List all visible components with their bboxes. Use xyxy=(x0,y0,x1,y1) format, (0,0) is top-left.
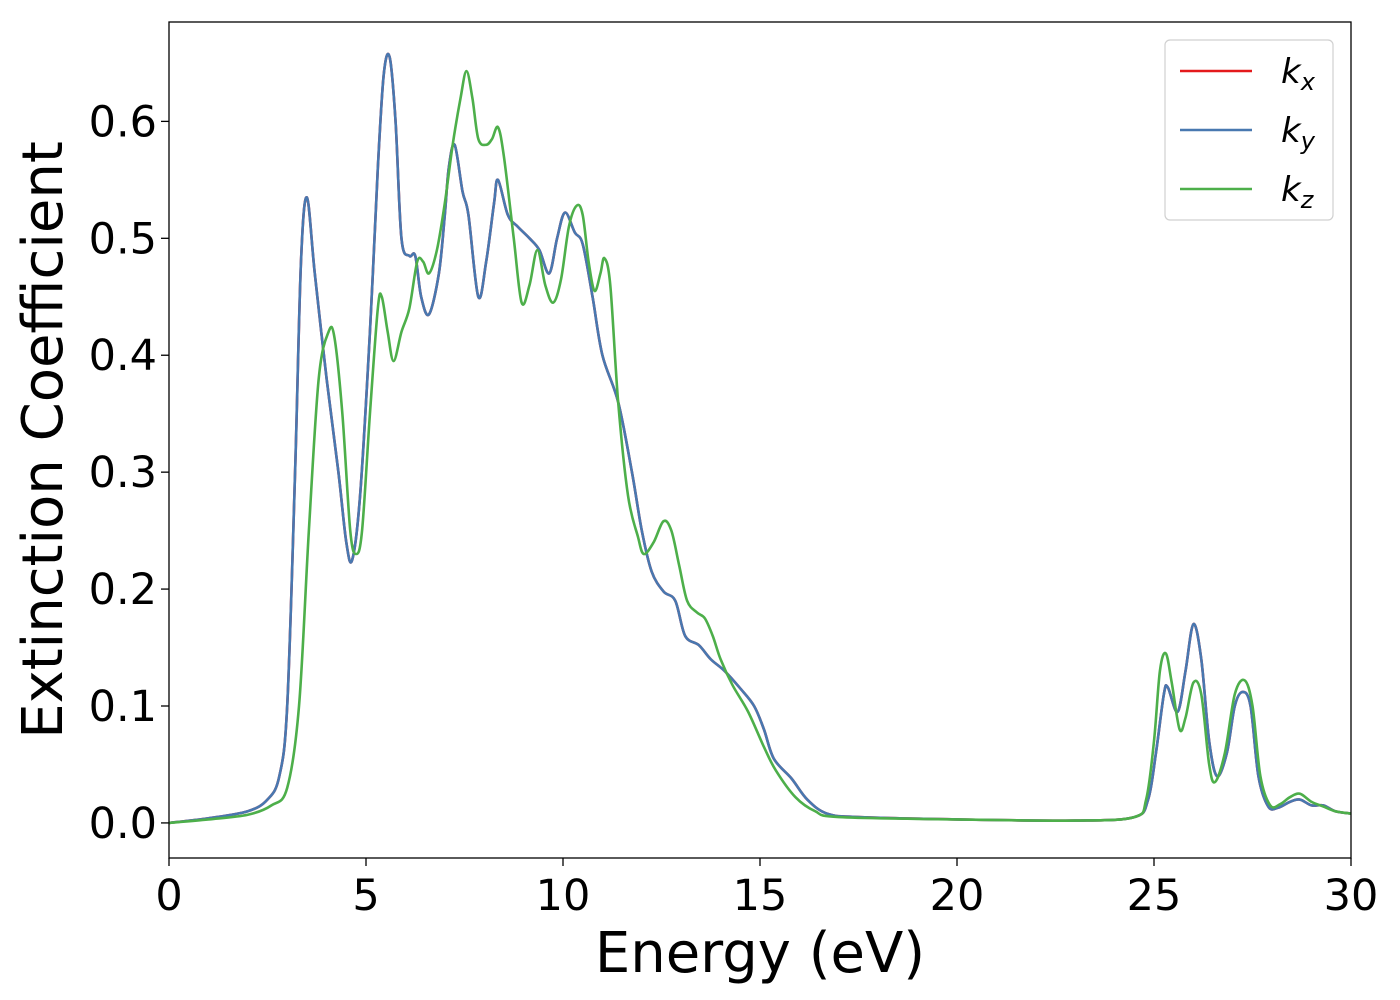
ticks-layer: 0 5 10 15 20 25 30 0.0 0.1 0.2 0.3 0.4 0.5 0.6 xyxy=(89,97,1379,921)
x-tick-label: 0 xyxy=(155,871,182,921)
legend-label-ky: ky xyxy=(1281,111,1316,155)
series-layer xyxy=(169,52,1351,825)
y-tick-label: 0.4 xyxy=(89,331,157,381)
x-tick-label: 25 xyxy=(1127,871,1182,921)
legend-label-kz: kz xyxy=(1281,170,1315,214)
y-axis-title: Extinction Coefficient xyxy=(11,141,76,739)
x-axis-title: Energy (eV) xyxy=(595,921,925,986)
y-tick-label: 0.5 xyxy=(89,214,157,264)
x-tick-label: 5 xyxy=(352,871,379,921)
x-tick-label: 15 xyxy=(733,871,788,921)
y-tick-label: 0.1 xyxy=(89,682,157,732)
y-tick-label: 0.0 xyxy=(89,799,157,849)
legend-entries: kx ky kz xyxy=(1180,52,1316,214)
y-tick-label: 0.2 xyxy=(89,565,157,615)
y-tick-label: 0.6 xyxy=(89,97,157,147)
series-line-kz xyxy=(169,69,1351,825)
y-tick-label: 0.3 xyxy=(89,448,157,498)
legend-label-kx: kx xyxy=(1281,52,1316,96)
x-tick-label: 10 xyxy=(536,871,591,921)
legend: kx ky kz xyxy=(1164,39,1334,221)
x-tick-label: 30 xyxy=(1324,871,1379,921)
x-tick-label: 20 xyxy=(930,871,985,921)
plot-frame xyxy=(168,21,1352,859)
